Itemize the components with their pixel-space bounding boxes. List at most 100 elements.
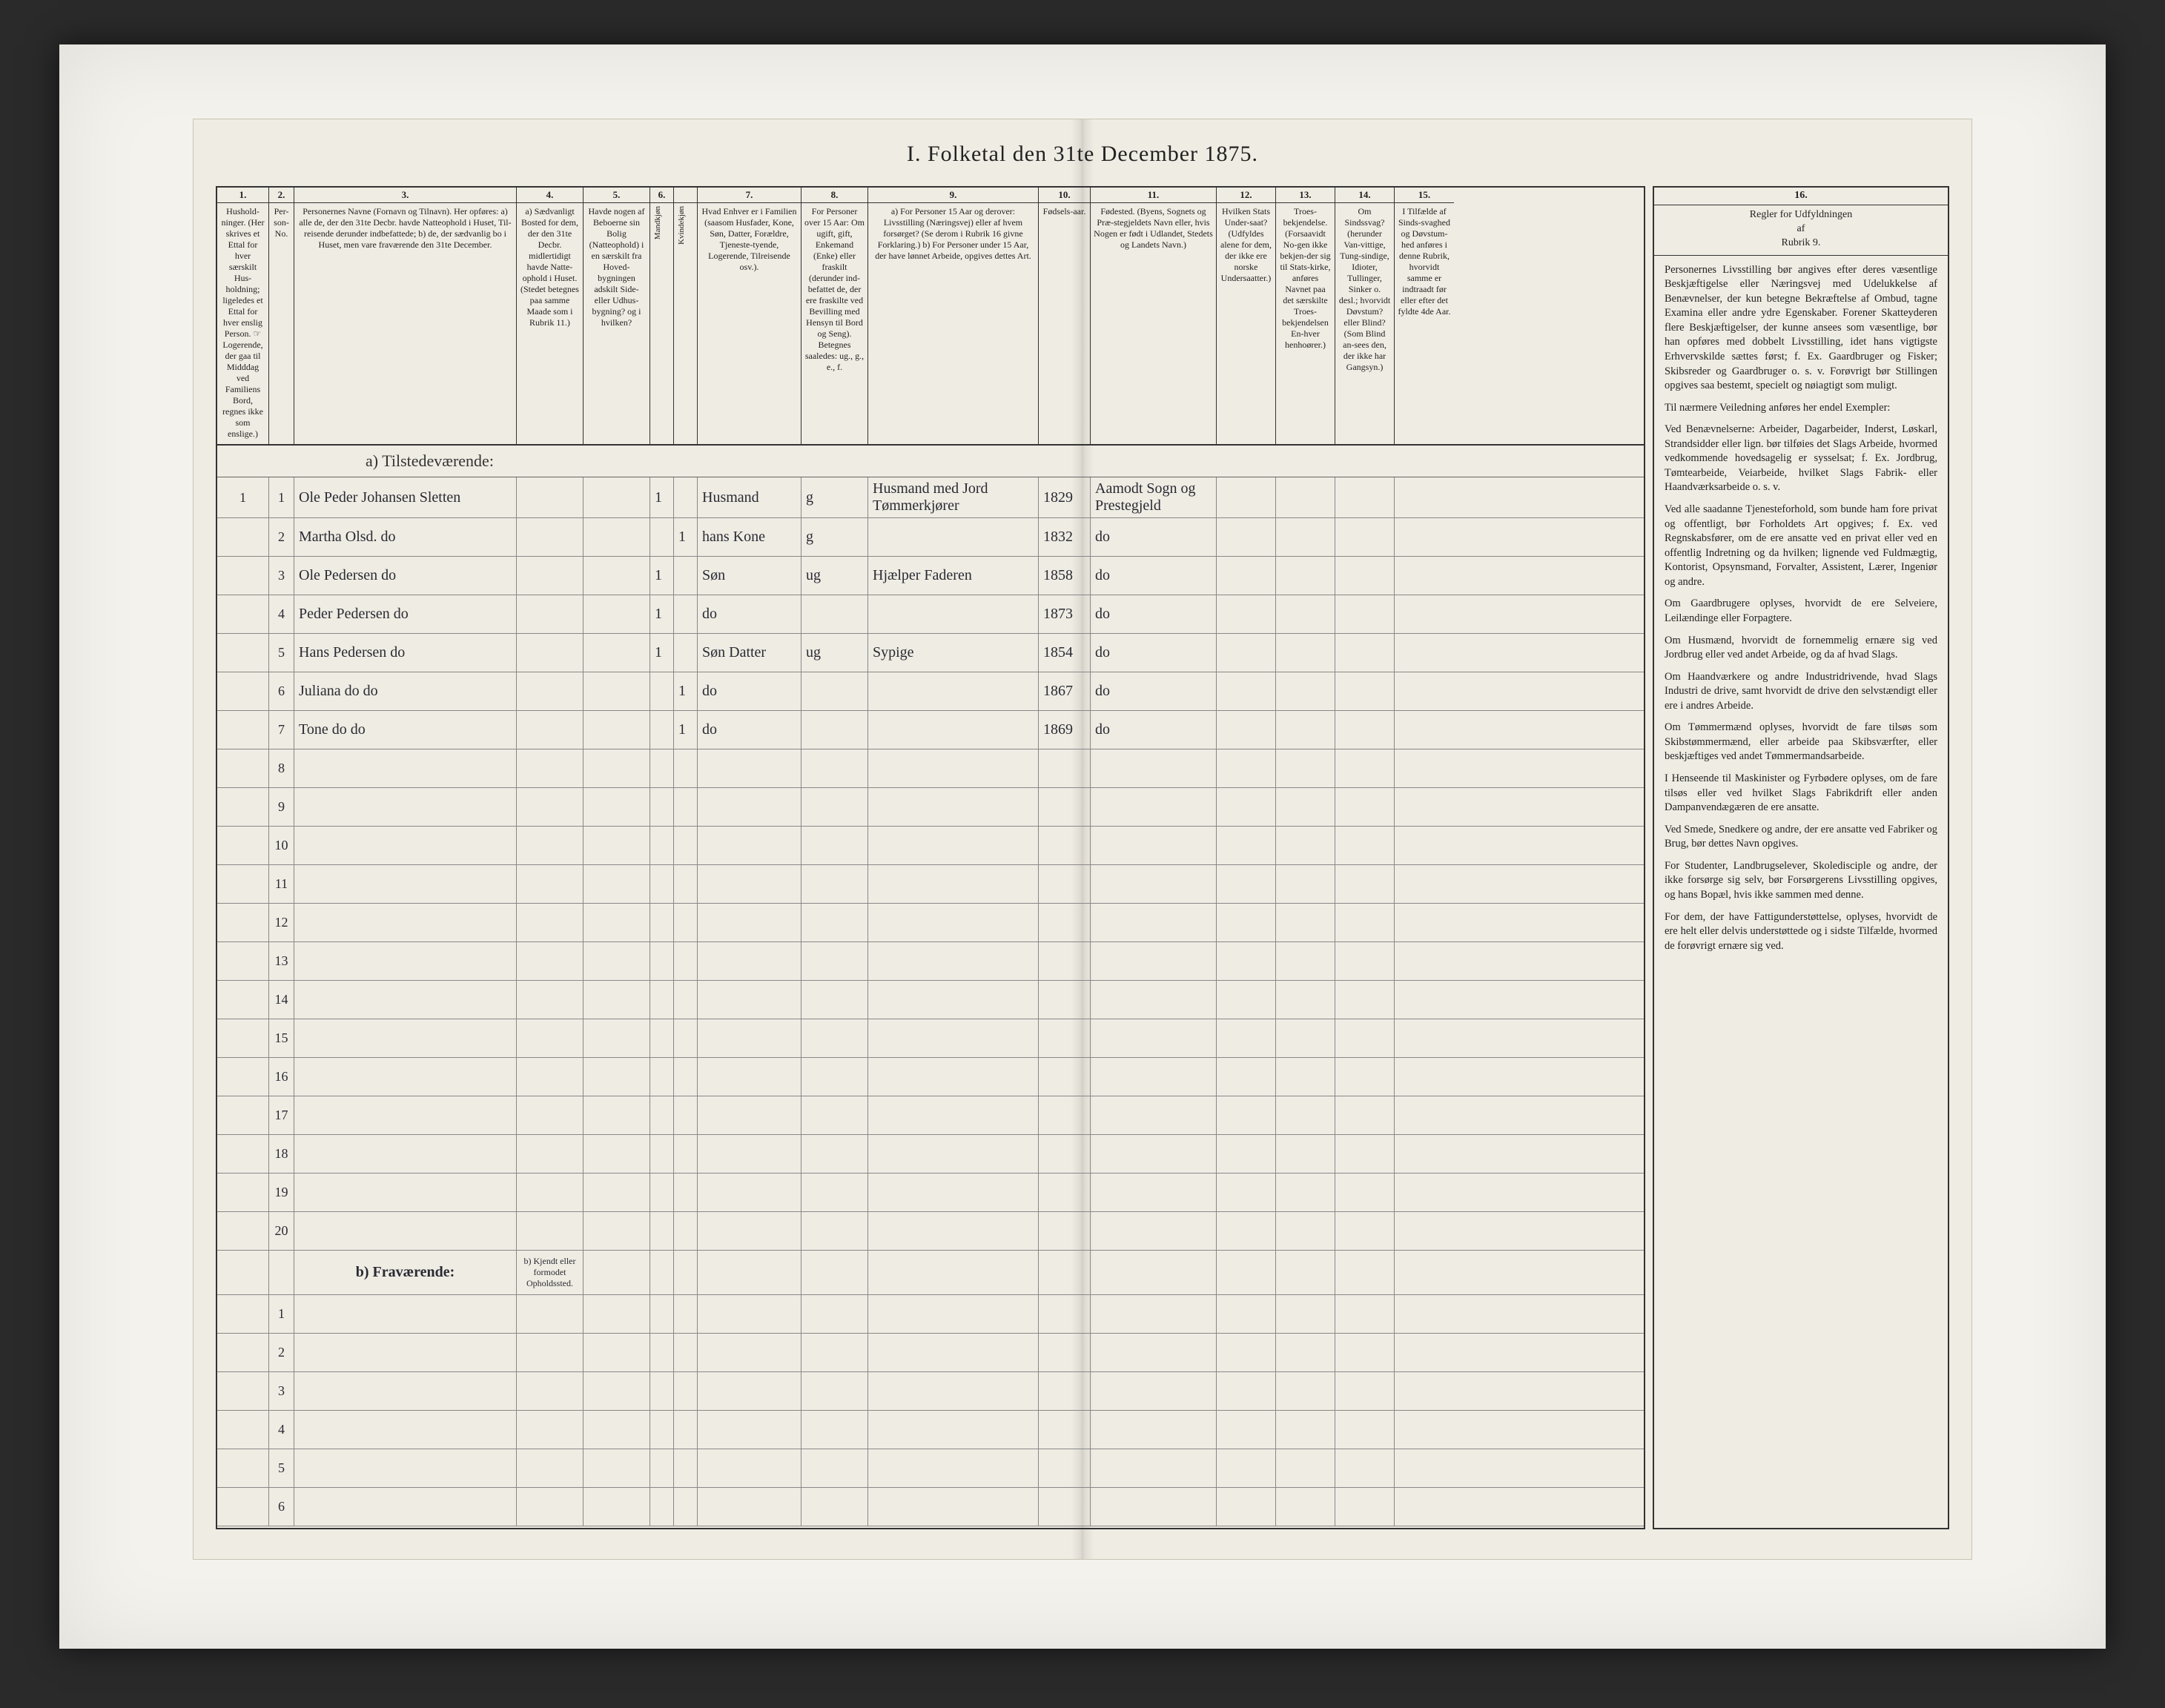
cell <box>1395 942 1454 980</box>
cell <box>1217 827 1276 864</box>
cell: Søn Datter <box>698 634 801 672</box>
cell <box>1091 1251 1217 1294</box>
cell <box>650 1295 674 1333</box>
cell <box>674 749 698 787</box>
cell <box>1335 788 1395 826</box>
cell <box>1217 981 1276 1019</box>
cell <box>517 981 584 1019</box>
rules-paragraph: Om Gaardbrugere oplyses, hvorvidt de ere… <box>1665 597 1937 626</box>
cell <box>698 1411 801 1449</box>
cell <box>801 711 868 749</box>
cell <box>801 788 868 826</box>
col-11: 11.Fødested. (Byens, Sognets og Præ-steg… <box>1091 188 1217 444</box>
cell <box>1039 865 1091 903</box>
cell <box>698 1251 801 1294</box>
photo-frame: I. Folketal den 31te December 1875. 1.Hu… <box>59 44 2106 1649</box>
cell: do <box>1091 557 1217 595</box>
rules-body: Personernes Livsstilling bør angives eft… <box>1665 263 1937 954</box>
cell <box>674 942 698 980</box>
cell <box>674 904 698 941</box>
cell <box>801 1411 868 1449</box>
cell <box>217 1212 269 1250</box>
cell <box>584 981 650 1019</box>
cell <box>584 865 650 903</box>
col-2: 2.Per- son- No. <box>269 188 294 444</box>
table-row: 18 <box>217 1135 1644 1174</box>
table-row: 11Ole Peder Johansen Sletten1HusmandgHus… <box>217 477 1644 518</box>
cell: 3 <box>269 557 294 595</box>
cell: do <box>1091 672 1217 710</box>
cell <box>1091 1372 1217 1410</box>
cell <box>650 942 674 980</box>
cell <box>1276 904 1335 941</box>
cell <box>1039 1058 1091 1096</box>
table-row: 7Tone do do1do1869do <box>217 711 1644 749</box>
section-b-col4: b) Kjendt eller formodet Opholdssted. <box>517 1251 584 1294</box>
cell <box>868 1058 1039 1096</box>
cell <box>1217 1251 1276 1294</box>
table-row: 4 <box>217 1411 1644 1449</box>
cell <box>650 711 674 749</box>
cell <box>868 711 1039 749</box>
cell <box>674 1135 698 1173</box>
cell: Hjælper Faderen <box>868 557 1039 595</box>
cell: 1 <box>650 595 674 633</box>
cell: ug <box>801 634 868 672</box>
cell: 18 <box>269 1135 294 1173</box>
cell <box>584 1058 650 1096</box>
cell: 10 <box>269 827 294 864</box>
cell <box>650 827 674 864</box>
cell <box>1217 1096 1276 1134</box>
cell <box>1335 711 1395 749</box>
cell <box>698 1135 801 1173</box>
cell: Sypige <box>868 634 1039 672</box>
rules-paragraph: Om Tømmermænd oplyses, hvorvidt de fare … <box>1665 721 1937 764</box>
cell: Hans Pedersen do <box>294 634 517 672</box>
cell <box>650 1334 674 1371</box>
cell <box>1395 788 1454 826</box>
cell <box>801 1334 868 1371</box>
cell <box>650 1251 674 1294</box>
cell <box>674 827 698 864</box>
cell <box>584 1488 650 1526</box>
col-14: 14.Om Sindssvag? (herunder Van-vittige, … <box>1335 188 1395 444</box>
rules-paragraph: Ved alle saadanne Tjenesteforhold, som b… <box>1665 503 1937 589</box>
cell: 1 <box>269 1295 294 1333</box>
cell <box>801 1449 868 1487</box>
cell <box>517 942 584 980</box>
cell <box>1039 1212 1091 1250</box>
cell <box>517 1411 584 1449</box>
cell <box>801 672 868 710</box>
cell <box>868 1295 1039 1333</box>
cell <box>698 1334 801 1371</box>
cell <box>217 557 269 595</box>
table-row: 6Juliana do do1do1867do <box>217 672 1644 711</box>
cell <box>294 1488 517 1526</box>
cell <box>1276 672 1335 710</box>
cell <box>1276 1295 1335 1333</box>
cell <box>217 1372 269 1410</box>
cell <box>294 1449 517 1487</box>
table-row: 4Peder Pedersen do1do1873do <box>217 595 1644 634</box>
cell <box>517 827 584 864</box>
table-row: 12 <box>217 904 1644 942</box>
cell: Peder Pedersen do <box>294 595 517 633</box>
cell <box>1395 1334 1454 1371</box>
cell <box>801 1372 868 1410</box>
cell <box>517 711 584 749</box>
cell <box>517 788 584 826</box>
cell <box>868 981 1039 1019</box>
cell <box>1276 1488 1335 1526</box>
cell <box>698 788 801 826</box>
cell <box>1091 1058 1217 1096</box>
cell <box>1276 942 1335 980</box>
cell <box>1276 1372 1335 1410</box>
cell <box>269 1251 294 1294</box>
cell <box>650 788 674 826</box>
cell <box>584 1251 650 1294</box>
cell <box>1395 1372 1454 1410</box>
cell <box>1091 1488 1217 1526</box>
cell <box>294 865 517 903</box>
rules-paragraph: For dem, der have Fattigunderstøttelse, … <box>1665 910 1937 954</box>
cell <box>1217 865 1276 903</box>
